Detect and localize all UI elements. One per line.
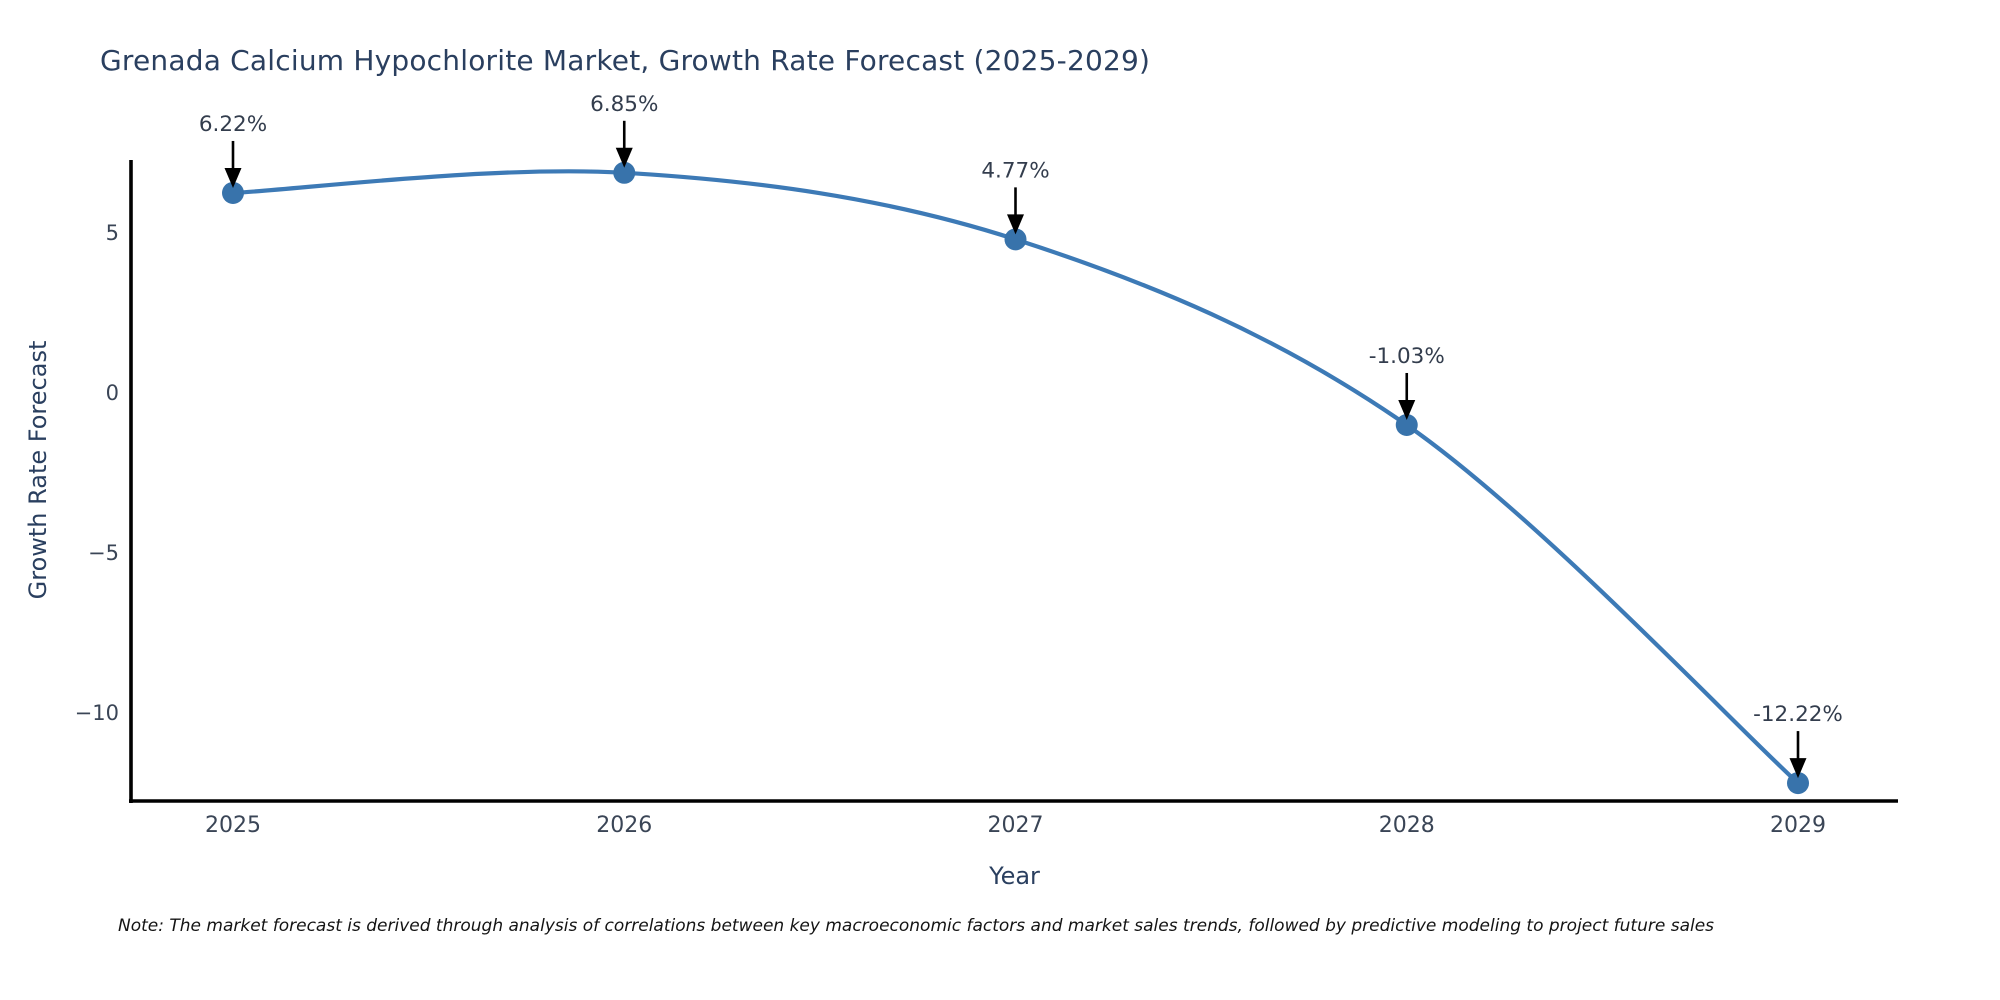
annotation-label: 6.22%: [199, 112, 267, 137]
annotation-label: -1.03%: [1369, 344, 1445, 369]
forecast-line: [230, 169, 1801, 786]
x-tick-label: 2025: [205, 813, 261, 838]
annotation-label: -12.22%: [1753, 702, 1843, 727]
data-point-2026[interactable]: [613, 161, 636, 184]
y-tick-label: 5: [106, 221, 119, 245]
y-tick-label: 0: [106, 381, 119, 405]
x-tick-label: 2027: [988, 813, 1044, 838]
annotation-arrowhead: [224, 167, 242, 188]
annotation-arrowhead: [615, 147, 633, 168]
annotation-label: 6.85%: [590, 92, 658, 117]
data-point-2029[interactable]: [1787, 772, 1809, 795]
annotation-arrowhead: [1007, 214, 1024, 235]
chart-title: Grenada Calcium Hypochlorite Market, Gro…: [100, 44, 1151, 77]
data-point-2027[interactable]: [1004, 228, 1027, 251]
y-tick-label: −5: [88, 541, 119, 565]
data-point-2028[interactable]: [1395, 413, 1418, 436]
y-axis-title: Growth Rate Forecast: [24, 341, 52, 600]
annotation-arrowhead: [1789, 758, 1807, 779]
annotation-arrowhead: [1398, 399, 1416, 420]
annotation-label: 4.77%: [981, 158, 1049, 183]
footnote: Note: The market forecast is derived thr…: [118, 916, 1715, 936]
x-tick-label: 2028: [1379, 813, 1435, 838]
x-tick-label: 2029: [1770, 813, 1826, 838]
data-point-2025[interactable]: [222, 181, 244, 204]
x-tick-label: 2026: [596, 813, 652, 838]
x-axis-title: Year: [988, 862, 1040, 890]
y-tick-label: −10: [75, 701, 119, 725]
